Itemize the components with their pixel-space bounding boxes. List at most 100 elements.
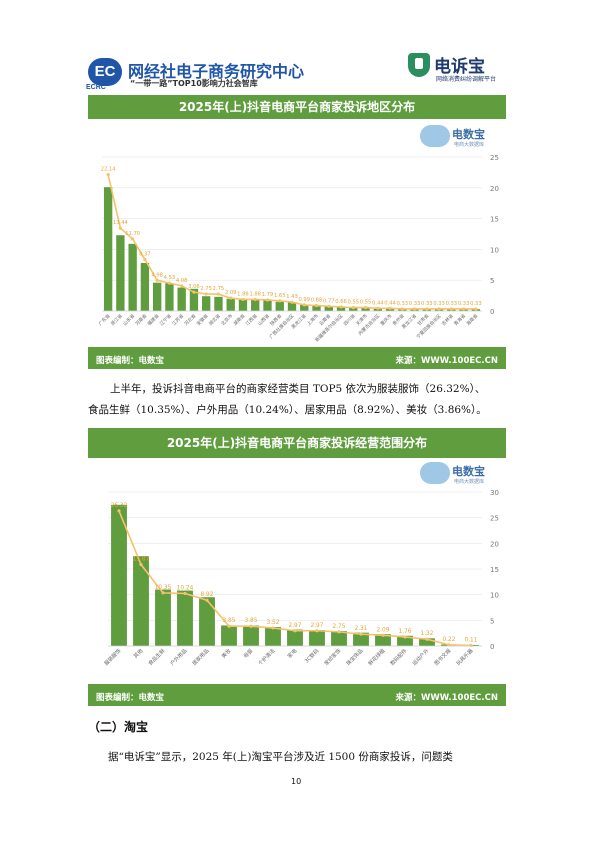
bar <box>397 635 413 646</box>
y-tick-label: 0 <box>490 308 494 316</box>
data-label: 0.99 <box>298 297 310 303</box>
bar <box>177 287 186 311</box>
bar <box>133 556 149 646</box>
bar <box>202 296 211 311</box>
data-label: 1.79 <box>262 292 274 298</box>
x-tick-label: 四川省 <box>342 312 357 327</box>
data-label: 0.44 <box>384 300 396 306</box>
bar <box>116 235 125 311</box>
chart1-svg: 0 5 10 15 20 25 广东省浙江省山东省河南省福建省辽宁省江苏省河北省安徽省湖北省… <box>97 154 499 343</box>
data-label: 2.97 <box>289 623 302 629</box>
x-tick-label: 山东省 <box>121 312 136 327</box>
data-label: 1.43 <box>286 294 298 300</box>
x-tick-label: 美妆 <box>219 647 232 660</box>
data-label: 0.33 <box>433 301 445 307</box>
data-label: 1.65 <box>274 293 286 299</box>
bar <box>189 288 199 311</box>
line-point <box>183 591 187 596</box>
line-point <box>139 562 143 567</box>
x-tick-label: 湖南省 <box>232 312 247 327</box>
bar <box>199 597 215 646</box>
x-tick-label: 图书文娱 <box>432 646 453 667</box>
data-label: 0.33 <box>421 301 433 307</box>
y-tick-label: 5 <box>490 617 494 625</box>
data-label: 3.85 <box>223 618 236 624</box>
data-label: 0.44 <box>372 300 384 306</box>
bar <box>312 305 321 311</box>
chart1-footer-left: 图表编制：电数宝 <box>96 356 165 366</box>
chart2-footer-right: 来源：WWW.100EC.CN <box>395 693 498 703</box>
data-label: 1.88 <box>237 291 249 297</box>
watermark-cloud-icon <box>420 462 450 484</box>
data-label: 2.09 <box>225 290 237 296</box>
bar <box>336 306 346 311</box>
chart1-footer-right: 来源：WWW.100EC.CN <box>395 356 498 366</box>
y-tick-label: 30 <box>490 489 499 497</box>
x-tick-label: 户外用品 <box>168 647 188 667</box>
data-label: 1.76 <box>399 629 412 635</box>
org-tagline: “一带一路”TOP10影响力社会智库 <box>130 79 258 88</box>
line-point <box>249 624 253 628</box>
line-point <box>363 306 368 310</box>
bar <box>265 627 281 646</box>
line-point <box>227 624 231 628</box>
line-point <box>403 635 407 639</box>
line-point <box>143 257 147 262</box>
x-tick-label: 玩具乐器 <box>455 647 475 667</box>
data-label: 1.88 <box>249 291 261 297</box>
y-tick-label: 20 <box>490 185 499 193</box>
line-point <box>388 306 392 310</box>
x-tick-label: 母婴 <box>242 647 254 659</box>
x-tick-label: 数码配件 <box>388 647 408 667</box>
data-label: 0.77 <box>323 298 335 304</box>
line-point <box>180 284 184 288</box>
x-tick-label: 湖北省 <box>207 312 222 327</box>
x-tick-label: 安徽省 <box>195 312 210 327</box>
y-tick-label: 15 <box>490 216 499 224</box>
line-point <box>216 292 221 296</box>
bar <box>214 296 223 311</box>
data-label: 3.06 <box>188 284 200 290</box>
chart1-area: 电数宝 电商大数据库 0 5 10 15 20 25 广东省 浙江省 山东省 河南省 福建省 辽宁省江… <box>88 119 506 347</box>
bar <box>140 262 150 311</box>
data-label: 26.32 <box>111 503 128 509</box>
x-tick-label: 福建省 <box>146 312 161 327</box>
line-point <box>351 306 355 310</box>
chart2-footer: 图表编制：电数宝 来源：WWW.100EC.CN <box>88 684 506 706</box>
data-label: 2.75 <box>200 286 212 292</box>
chart2-svg: 0 5 10 15 20 25 30 服装服饰 其他 食品生鲜 户外用品 居家用品 美妆 母婴 个护清洁 家电… <box>102 489 499 667</box>
data-label: 0.22 <box>443 637 456 643</box>
x-tick-label: 江苏省 <box>170 312 185 327</box>
line-point <box>155 278 159 282</box>
bar <box>221 625 237 646</box>
data-label: 15.87 <box>133 557 150 563</box>
watermark-cloud-icon <box>420 125 450 147</box>
x-tick-label: 重庆市 <box>379 312 394 327</box>
para1-line2: 食品生鲜（10.35%）、户外用品（10.24%）、居家用品（8.92%）、美妆… <box>88 404 487 416</box>
line-point <box>229 296 233 300</box>
ecrc-logo: EC <box>88 58 122 86</box>
line-point <box>204 292 208 296</box>
bar <box>165 283 174 311</box>
chart1-footer: 图表编制：电数宝 来源：WWW.100EC.CN <box>88 347 506 369</box>
bar <box>243 625 259 646</box>
data-label: 3.85 <box>245 618 258 624</box>
data-label: 2.09 <box>377 627 390 633</box>
org-name: 网经社电子商务研究中心 <box>128 62 305 81</box>
chart2-area: 电数宝 电商大数据库 0 5 10 15 20 25 30 服装服饰 其他 食品生鲜 户外用品 居家用… <box>88 458 506 684</box>
y-tick-label: 15 <box>490 566 499 574</box>
line-point <box>400 307 404 311</box>
data-label: 8.92 <box>201 592 214 598</box>
chart2-footer-left: 图表编制：电数宝 <box>96 693 165 703</box>
x-tick-label: 河南省 <box>134 312 149 327</box>
watermark-name: 电数宝 <box>452 465 485 478</box>
line-point <box>167 281 172 285</box>
x-tick-label: 上海市 <box>305 312 320 327</box>
line-point <box>161 591 165 595</box>
data-label: 0.55 <box>348 300 360 306</box>
para2-line1: 据“电诉宝”显示，2025 年(上)淘宝平台涉及近 1500 份商家投诉，问题类 <box>108 751 453 763</box>
ecrc-logo-sub: ECRC <box>86 84 106 91</box>
line-point <box>469 643 473 648</box>
data-label: 2.75 <box>213 286 225 292</box>
data-label: 2.97 <box>311 623 324 629</box>
